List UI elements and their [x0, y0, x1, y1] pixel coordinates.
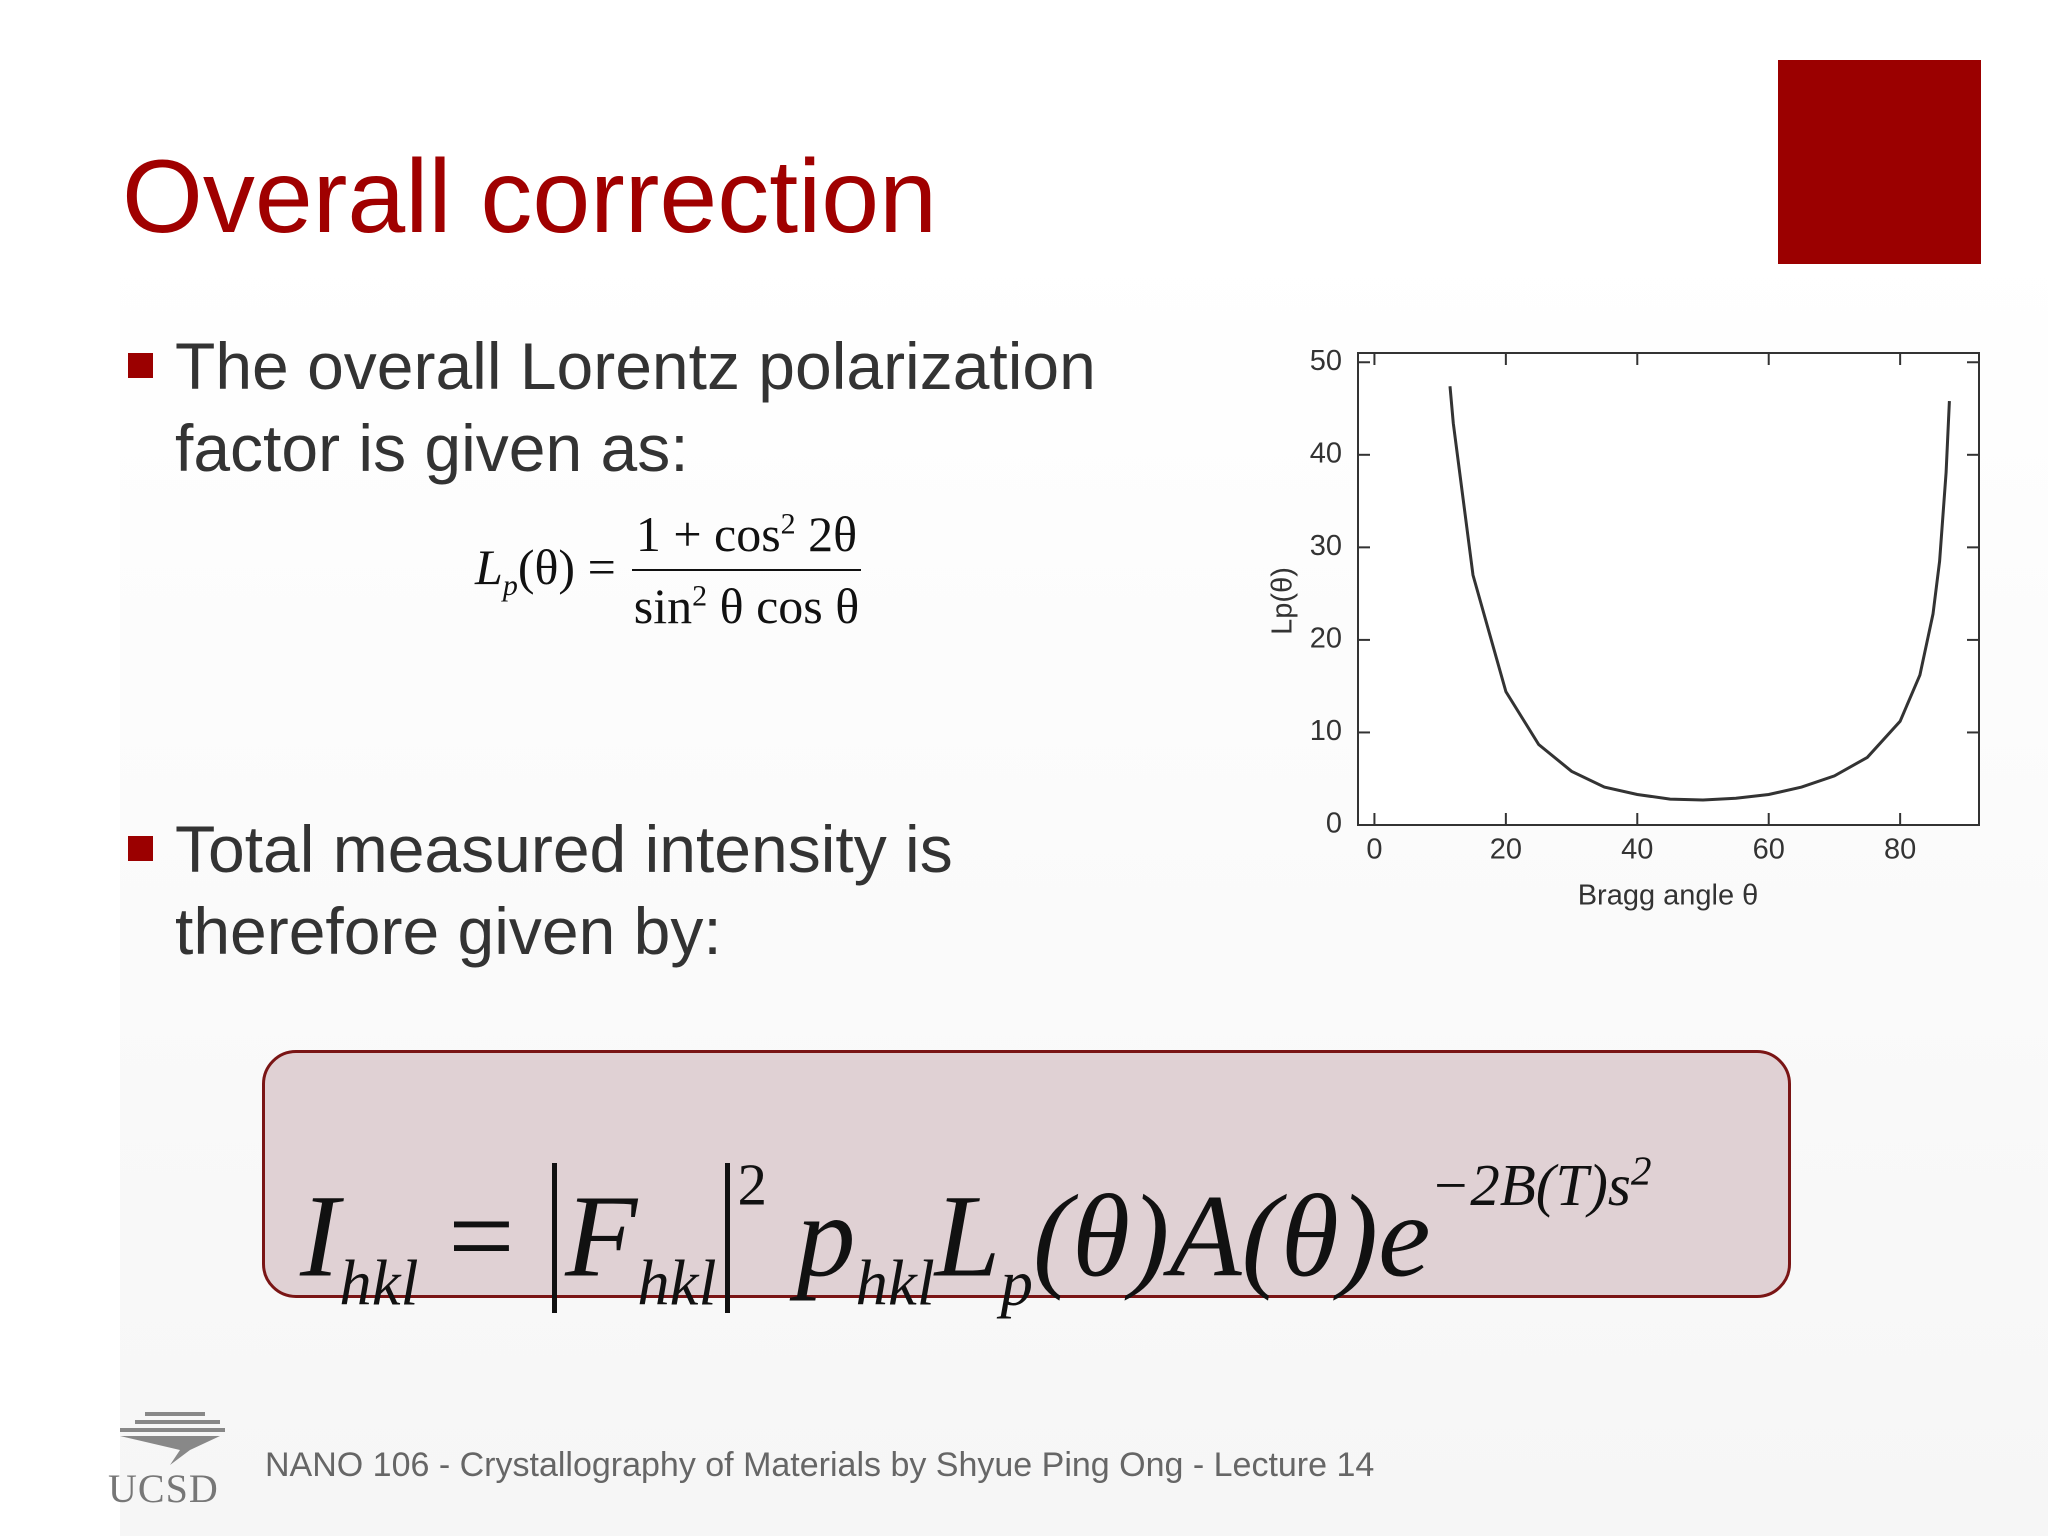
- y-tick-label: 40: [1310, 437, 1342, 469]
- x-tick-label: 20: [1490, 834, 1522, 866]
- logo-mark: [120, 1412, 225, 1465]
- formula-box: [262, 1050, 1791, 1298]
- bullet-marker: [128, 836, 153, 861]
- logo-text: UCSD: [108, 1466, 219, 1511]
- formula-text: (θ)A(θ)e: [1032, 1170, 1431, 1302]
- abs-bar: [724, 1163, 730, 1314]
- plot-frame: [1357, 352, 1980, 826]
- x-tick-label: 60: [1753, 834, 1785, 866]
- y-tick-label: 0: [1326, 808, 1342, 840]
- formula-text: =: [418, 1170, 545, 1302]
- formula-text: 2: [1630, 1147, 1652, 1193]
- formula-text: p: [502, 568, 518, 602]
- y-tick-label: 10: [1310, 715, 1342, 747]
- bullet-marker: [128, 353, 153, 378]
- footer-text: NANO 106 - Crystallography of Materials …: [265, 1446, 1375, 1484]
- y-tick-label: 30: [1310, 530, 1342, 562]
- bullet-text: The overall Lorentz polarization factor …: [175, 329, 1096, 485]
- y-tick-label: 20: [1310, 623, 1342, 655]
- slide-title: Overall correction: [122, 139, 937, 255]
- formula-text: 2θ: [795, 506, 858, 562]
- y-tick-label: 50: [1310, 345, 1342, 377]
- formula-text: 1 + cos: [635, 506, 781, 562]
- formula-text: hkl: [637, 1247, 717, 1320]
- formula-text: L: [475, 538, 503, 595]
- x-tick-label: 80: [1884, 834, 1916, 866]
- abs-bar: [552, 1163, 558, 1314]
- x-tick-label: 40: [1621, 834, 1653, 866]
- bullet-text: Total measured intensity is therefore gi…: [175, 812, 953, 968]
- formula-intensity: Ihkl = Fhkl2 phklLp(θ)A(θ)e−2B(T)s2: [300, 1080, 1652, 1374]
- formula-text: sin: [633, 578, 693, 634]
- y-axis-label: Lp(θ): [1267, 567, 1299, 635]
- formula-text: 2: [692, 579, 708, 613]
- x-tick-label: 0: [1366, 834, 1382, 866]
- formula-text: I: [300, 1170, 340, 1302]
- formula-text: hkl: [339, 1247, 419, 1320]
- formula-text: θ cos θ: [707, 578, 860, 634]
- accent-box: [1778, 60, 1981, 264]
- formula-text: F: [565, 1170, 638, 1302]
- formula-text: p: [796, 1170, 856, 1302]
- formula-lp: Lp(θ) = 1 + cos2 2θ sin2 θ cos θ: [475, 505, 863, 635]
- curve: [1448, 386, 1951, 802]
- chart: Bragg angle θ Lp(θ) 0 10 20 30 40 50 0 20 40 60 80: [1267, 345, 1980, 912]
- formula-text: 2: [737, 1151, 768, 1218]
- formula-text: hkl: [855, 1247, 935, 1320]
- formula-text: L: [934, 1170, 1001, 1302]
- formula-text: −2B(T)s: [1430, 1151, 1631, 1218]
- formula-text: 2: [780, 507, 796, 541]
- formula-text: (θ) =: [517, 538, 616, 595]
- x-axis-label: Bragg angle θ: [1578, 880, 1759, 912]
- formula-text: p: [1000, 1247, 1033, 1320]
